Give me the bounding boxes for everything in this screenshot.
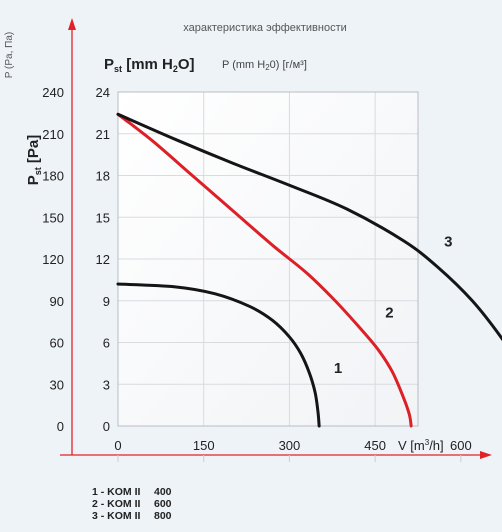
series-label-3: 3	[444, 233, 452, 250]
y-tick-label-pa: 60	[50, 336, 64, 351]
y-tick-label-pa: 30	[50, 377, 64, 392]
x-tick-label: 0	[114, 438, 121, 453]
x-tick-label: 300	[279, 438, 301, 453]
y-tick-label-mm: 12	[96, 252, 110, 267]
y-tick-label-mm: 21	[96, 127, 110, 142]
y-tick-label-pa: 180	[42, 169, 64, 184]
legend-item-2: 2 - KOM II 600	[92, 498, 172, 510]
y-tick-label-mm: 6	[103, 336, 110, 351]
series-line-3	[116, 112, 502, 342]
x-axis-label: V [m3/h]	[398, 438, 444, 453]
legend: 1 - KOM II 400 2 - KOM II 600 3 - KOM II…	[92, 486, 172, 522]
x-tick-label: 450	[364, 438, 386, 453]
y-tick-label-mm: 18	[96, 169, 110, 184]
y-tick-label-mm: 15	[96, 210, 110, 225]
y-label-alt: P (mm H20) [г/м³]	[222, 59, 307, 72]
legend-label: 1 - KOM II	[92, 486, 141, 498]
y-tick-label-mm: 0	[103, 419, 110, 434]
series-line-1	[116, 282, 321, 428]
legend-label: 3 - KOM II	[92, 510, 141, 522]
y-tick-label-pa: 150	[42, 210, 64, 225]
x-axis-arrowhead	[480, 451, 492, 459]
legend-label: 2 - KOM II	[92, 498, 141, 510]
y-label-pa-alt: P (Pa, Па)	[4, 32, 15, 78]
legend-size: 800	[154, 510, 172, 522]
y-tick-label-pa: 90	[50, 294, 64, 309]
y-tick-label-pa: 240	[42, 85, 64, 100]
x-tick-label: 150	[193, 438, 215, 453]
plot-border	[117, 91, 419, 427]
series-label-1: 1	[334, 360, 342, 377]
series-line-2	[116, 112, 413, 428]
chart-subtitle: характеристика эффективности	[183, 22, 347, 34]
y-label-pa-main: Pst [Pa]	[25, 135, 43, 186]
y-label-main: Pst [mm H2O]	[104, 56, 195, 74]
legend-size: 400	[154, 486, 172, 498]
legend-item-3: 3 - KOM II 800	[92, 510, 172, 522]
y-tick-label-pa: 210	[42, 127, 64, 142]
series-label-2: 2	[385, 304, 393, 321]
y-tick-label-mm: 24	[96, 85, 110, 100]
y-tick-label-mm: 9	[103, 294, 110, 309]
y-tick-label-mm: 3	[103, 377, 110, 392]
legend-item-1: 1 - KOM II 400	[92, 486, 172, 498]
y-tick-label-pa: 120	[42, 252, 64, 267]
y-axis-arrowhead	[68, 18, 76, 30]
legend-size: 600	[154, 498, 172, 510]
x-tick-label: 600	[450, 438, 472, 453]
y-tick-label-pa: 0	[57, 419, 64, 434]
